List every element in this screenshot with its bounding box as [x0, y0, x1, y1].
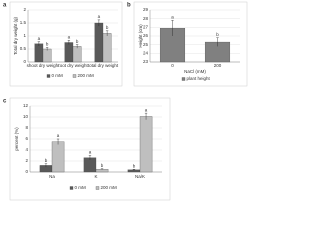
y-axis-title: Height (cm) [138, 24, 143, 48]
y-axis-title: Total dry weight (g) [13, 16, 18, 55]
panel-label: c [3, 99, 7, 105]
y-tick-label: 0 [25, 169, 28, 174]
y-tick-label: 25 [143, 42, 149, 47]
legend-swatch [72, 74, 77, 78]
y-tick-label: 1 [23, 33, 26, 38]
legend-swatch [69, 186, 74, 190]
y-tick-label: 8 [25, 125, 28, 130]
significance-letter: b [46, 42, 49, 47]
y-tick-label: 2 [25, 158, 28, 163]
x-tick-label: root dry weight [58, 63, 88, 68]
x-tick-label: shoot dry weight [27, 63, 61, 68]
significance-letter: a [98, 14, 101, 19]
x-axis-title: NaCl (mM) [184, 69, 206, 74]
bar [34, 43, 44, 63]
legend-label: 0 mM [75, 185, 87, 190]
legend-swatch [46, 74, 51, 78]
significance-letter: b [76, 39, 79, 44]
y-tick-label: 1.5 [20, 20, 27, 25]
y-tick-label: 12 [23, 103, 29, 108]
y-tick-label: 0 [23, 59, 26, 64]
panel-frame [9, 97, 171, 201]
y-tick-label: 24 [143, 51, 149, 56]
bar [94, 22, 104, 63]
bar [51, 141, 65, 173]
significance-letter: a [171, 15, 174, 20]
panel-frame [9, 1, 123, 87]
bar [102, 33, 112, 63]
x-tick-label: total dry weight [88, 63, 119, 68]
y-tick-label: 27 [143, 25, 149, 30]
y-tick-label: 2 [23, 7, 26, 12]
y-tick-label: 4 [25, 147, 28, 152]
figure: a 0 0.5 1 1.5 2 Total dry weight (g) shoot dry … [3, 1, 248, 201]
bar [42, 48, 52, 63]
legend-swatch [95, 186, 100, 190]
significance-letter: b [106, 25, 109, 30]
significance-letter: a [68, 35, 71, 40]
bar [72, 46, 82, 63]
legend-swatch [181, 77, 186, 81]
panel-frame [133, 1, 248, 87]
y-tick-label: 23 [143, 59, 149, 64]
y-tick-label: 10 [23, 114, 29, 119]
x-tick-label: Na [49, 174, 55, 179]
y-tick-label: 28 [143, 16, 149, 21]
bar [139, 116, 153, 173]
y-tick-label: 6 [25, 136, 28, 141]
significance-letter: a [145, 107, 148, 112]
panel-label: b [127, 3, 131, 9]
legend-label: 200 mM [101, 185, 118, 190]
y-tick-label: 29 [143, 7, 149, 12]
significance-letter: b [101, 163, 104, 168]
legend-label: 200 mM [78, 73, 95, 78]
significance-letter: a [89, 150, 92, 155]
y-tick-label: 26 [143, 33, 149, 38]
legend-label: 0 mM [52, 73, 64, 78]
significance-letter: a [57, 133, 60, 138]
y-axis-title: percent (%) [14, 127, 19, 151]
significance-letter: a [38, 36, 41, 41]
y-tick-label: 0.5 [20, 46, 27, 51]
panel-label: a [3, 3, 7, 9]
x-tick-label: K [94, 174, 97, 179]
x-tick-label: 0 [171, 63, 174, 68]
x-tick-label: Na/K [135, 174, 145, 179]
x-tick-label: 200 [214, 63, 222, 68]
bar [64, 42, 74, 63]
significance-letter: b [45, 158, 48, 163]
significance-letter: b [216, 32, 219, 37]
significance-letter: b [133, 163, 136, 168]
legend-label: plant height [187, 76, 211, 81]
